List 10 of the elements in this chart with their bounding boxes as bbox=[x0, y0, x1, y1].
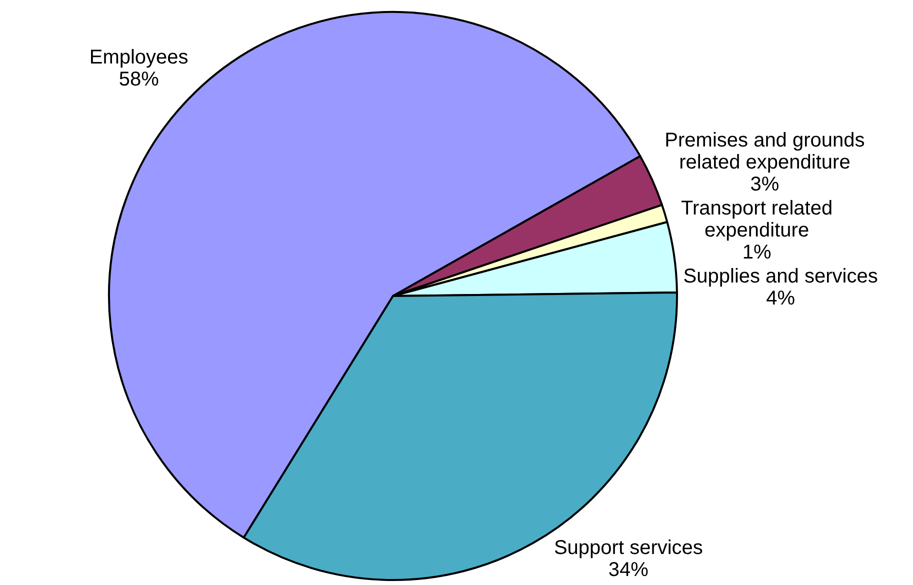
slice-label: Employees bbox=[89, 46, 188, 68]
data-label: 34% bbox=[608, 559, 649, 581]
slice-label: Premises and grounds related expenditure bbox=[664, 129, 865, 174]
data-label: 4% bbox=[766, 287, 796, 310]
slice-label: Transport related expenditure bbox=[681, 197, 833, 242]
slice-label: Supplies and services bbox=[683, 265, 878, 288]
slice-label: Support services bbox=[554, 537, 703, 559]
data-label: 58% bbox=[118, 68, 160, 90]
data-label: 3% bbox=[750, 173, 780, 196]
data-label: 1% bbox=[742, 241, 772, 264]
